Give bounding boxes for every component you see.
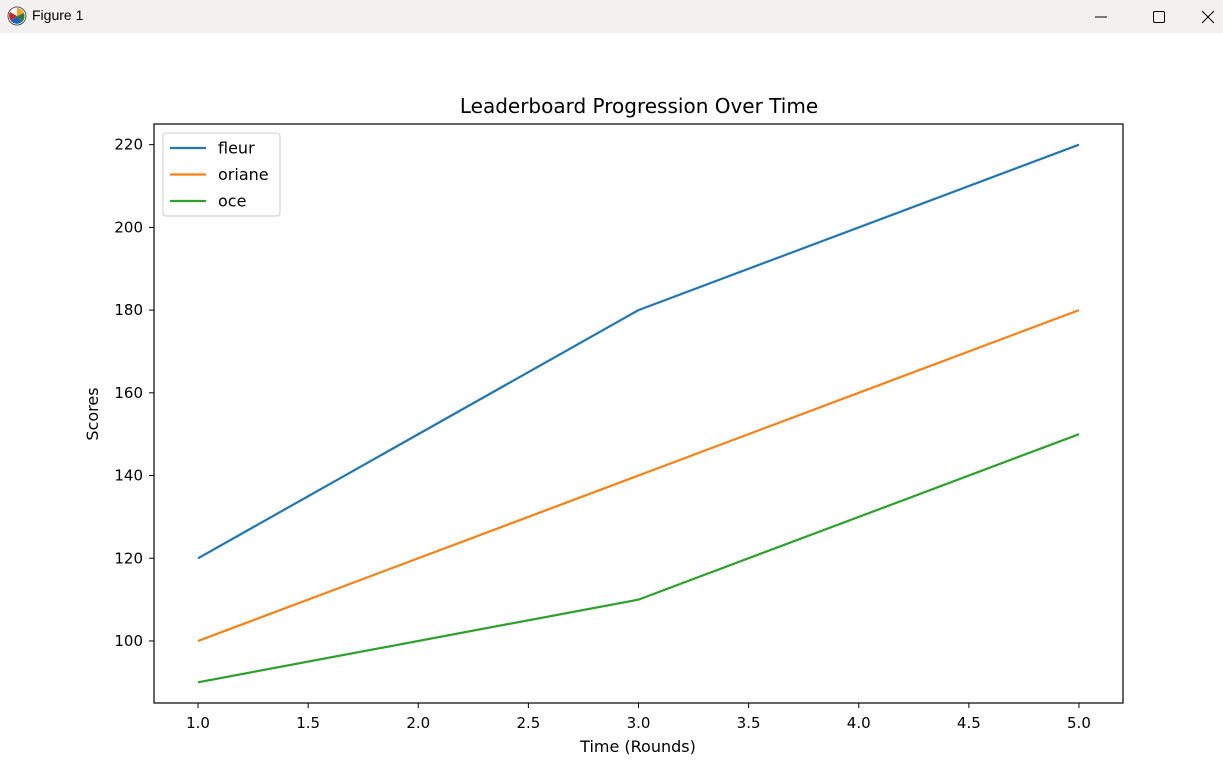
- x-tick-label: 3.5: [737, 714, 761, 732]
- legend: fleur oriane oce: [162, 132, 281, 217]
- window-titlebar: Figure 1: [0, 0, 1223, 33]
- maximize-icon: [1153, 10, 1165, 23]
- y-tick-label: 180: [114, 301, 143, 319]
- maximize-button[interactable]: [1136, 0, 1182, 33]
- x-axis-ticks: 1.0 1.5 2.0 2.5 3.0 3.5 4.0 4.5 5.0: [186, 703, 1091, 732]
- minimize-icon: [1095, 16, 1107, 17]
- y-tick-label: 100: [114, 632, 143, 650]
- x-axis-label: Time (Rounds): [579, 737, 696, 756]
- y-axis-label: Scores: [83, 387, 102, 440]
- close-icon: [1201, 10, 1215, 23]
- figure-canvas: Leaderboard Progression Over Time 1.0 1.5…: [0, 33, 1223, 773]
- y-tick-label: 140: [114, 467, 143, 485]
- plot-area: [197, 143, 1080, 684]
- series-line-oce: [197, 433, 1080, 684]
- axes-frame: [153, 123, 1124, 704]
- x-tick-label: 2.5: [516, 714, 540, 732]
- y-tick-label: 120: [114, 549, 143, 567]
- chart-title: Leaderboard Progression Over Time: [460, 94, 818, 118]
- x-tick-label: 5.0: [1067, 714, 1091, 732]
- minimize-button[interactable]: [1078, 0, 1124, 33]
- legend-label-oriane: oriane: [218, 165, 269, 184]
- legend-label-fleur: fleur: [218, 139, 255, 158]
- line-chart: Leaderboard Progression Over Time 1.0 1.5…: [83, 94, 1124, 756]
- x-tick-label: 2.0: [406, 714, 430, 732]
- legend-box: [162, 132, 281, 217]
- window-title: Figure 1: [32, 7, 84, 23]
- x-tick-label: 4.0: [847, 714, 871, 732]
- x-tick-label: 3.0: [627, 714, 651, 732]
- matplotlib-icon: [7, 6, 27, 26]
- x-tick-label: 1.0: [186, 714, 210, 732]
- x-tick-label: 4.5: [957, 714, 981, 732]
- legend-label-oce: oce: [218, 192, 246, 211]
- close-button[interactable]: [1193, 0, 1223, 33]
- y-tick-label: 200: [114, 218, 143, 236]
- series-line-fleur: [197, 143, 1080, 560]
- series-line-oriane: [197, 309, 1080, 643]
- y-tick-label: 220: [114, 136, 143, 154]
- y-tick-label: 160: [114, 384, 143, 402]
- x-tick-label: 1.5: [296, 714, 320, 732]
- y-axis-ticks: 100 120 140 160 180 200 220: [114, 136, 154, 650]
